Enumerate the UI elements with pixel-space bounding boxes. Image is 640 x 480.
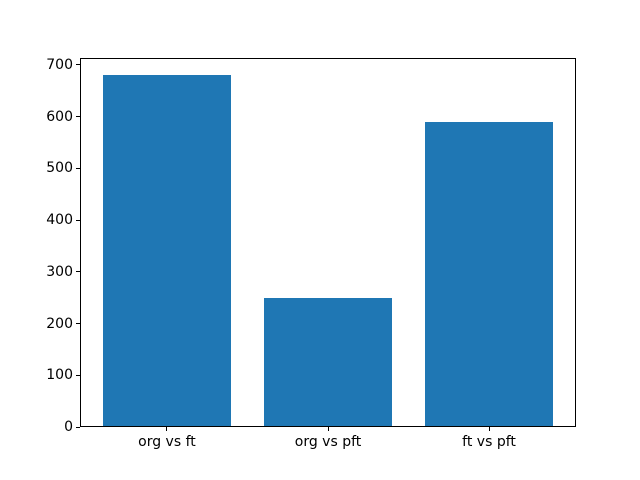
y-tick-mark (76, 271, 80, 273)
x-tick-mark (327, 427, 329, 432)
y-tick-label: 500 (46, 160, 73, 177)
x-tick-label-ft-vs-pft: ft vs pft (462, 434, 516, 451)
x-tick-mark (166, 427, 168, 432)
y-tick-mark (76, 116, 80, 118)
x-tick-label-org-vs-ft: org vs ft (138, 434, 196, 451)
x-tick-label-org-vs-pft: org vs pft (294, 434, 362, 451)
bar-ft-vs-pft (424, 122, 554, 428)
y-tick-mark (76, 426, 80, 428)
y-tick-label: 700 (46, 56, 73, 73)
y-tick-mark (76, 323, 80, 325)
y-tick-mark (76, 219, 80, 221)
y-tick-label: 100 (46, 367, 73, 384)
y-tick-label: 300 (46, 263, 73, 280)
plot-area (80, 57, 576, 428)
y-tick-label: 200 (46, 315, 73, 332)
y-tick-mark (76, 374, 80, 376)
bar-org-vs-ft (102, 75, 232, 428)
y-tick-label: 600 (46, 108, 73, 125)
y-tick-label: 0 (64, 419, 73, 436)
y-tick-label: 400 (46, 212, 73, 229)
y-tick-mark (76, 167, 80, 169)
x-tick-mark (488, 427, 490, 432)
y-tick-mark (76, 64, 80, 66)
bar-org-vs-pft (263, 298, 393, 428)
